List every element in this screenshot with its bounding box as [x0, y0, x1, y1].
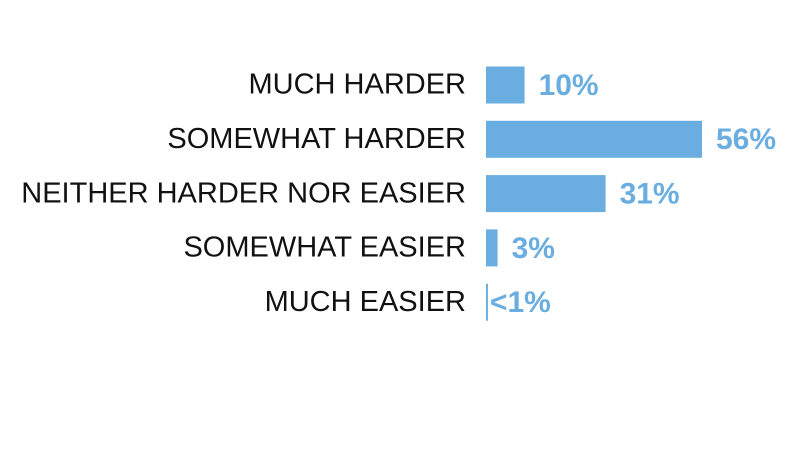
- category-label: SOMEWHAT EASIER: [183, 232, 466, 264]
- category-label: SOMEWHAT HARDER: [167, 123, 466, 155]
- value-label: 10%: [539, 69, 599, 102]
- value-label: <1%: [490, 286, 551, 319]
- bar: [486, 175, 606, 213]
- value-label: 56%: [716, 123, 776, 156]
- category-label: NEITHER HARDER NOR EASIER: [21, 177, 466, 209]
- value-label: 31%: [620, 178, 680, 211]
- bar: [486, 283, 488, 321]
- category-label: MUCH HARDER: [249, 69, 467, 101]
- category-label: MUCH EASIER: [265, 286, 466, 318]
- value-label: 3%: [512, 232, 555, 265]
- bar: [486, 229, 498, 267]
- bar: [486, 66, 525, 104]
- bar: [486, 120, 702, 158]
